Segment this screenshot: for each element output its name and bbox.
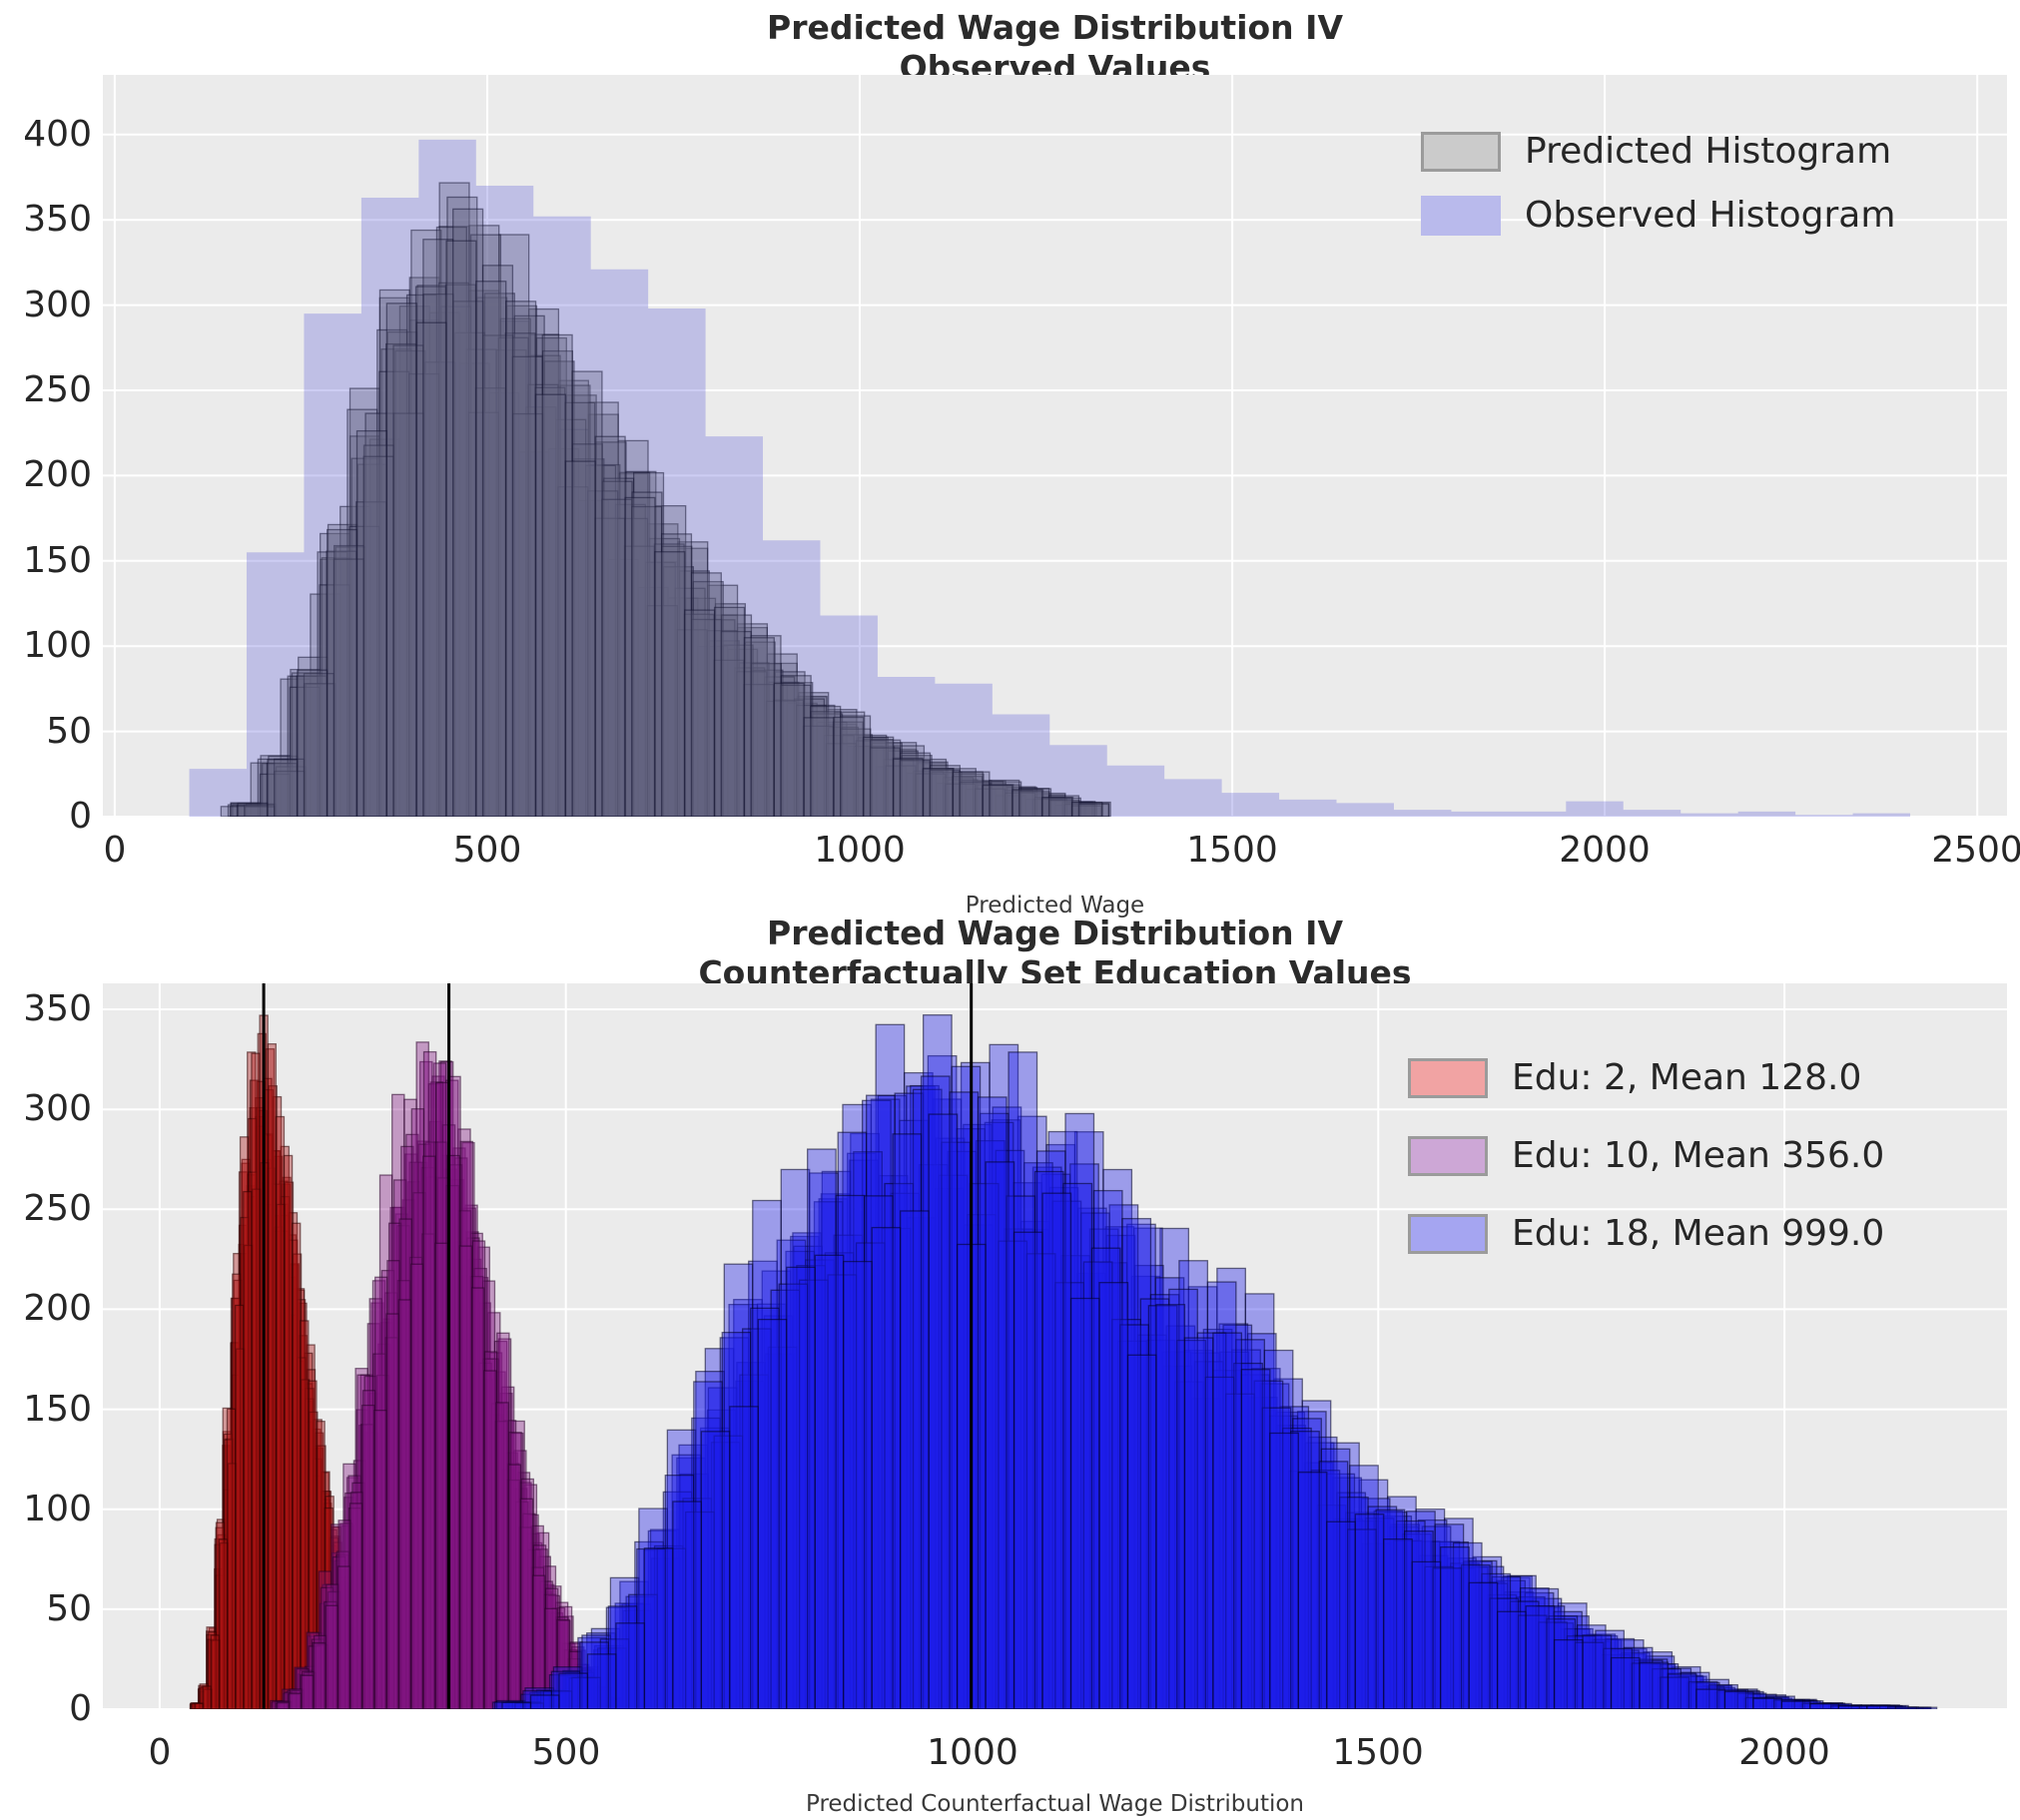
legend-entry: Edu: 18, Mean 999.0 <box>1408 1214 1884 1254</box>
y-tick-label: 100 <box>23 1489 92 1529</box>
legend-label: Observed Histogram <box>1525 195 1896 236</box>
mean-lines <box>262 983 974 1709</box>
edu-18-histogram-overlays <box>491 1014 1938 1709</box>
x-tick-label: 2000 <box>1738 1732 1830 1773</box>
plot2-legend: Edu: 2, Mean 128.0 Edu: 10, Mean 356.0 Edu… <box>1408 1058 1884 1254</box>
y-tick-label: 350 <box>23 199 92 240</box>
y-tick-label: 250 <box>23 1188 92 1229</box>
legend-label: Edu: 18, Mean 999.0 <box>1512 1213 1885 1254</box>
y-tick-label: 350 <box>23 988 92 1029</box>
y-tick-label: 400 <box>23 114 92 155</box>
x-tick-label: 2000 <box>1559 830 1651 871</box>
legend-label: Edu: 2, Mean 128.0 <box>1512 1057 1862 1098</box>
y-tick-label: 200 <box>23 454 92 495</box>
x-tick-label: 1000 <box>814 830 906 871</box>
legend-label: Edu: 10, Mean 356.0 <box>1512 1135 1885 1176</box>
predicted-histogram-overlays <box>220 182 1111 817</box>
plot1-canvas <box>103 75 2007 817</box>
y-tick-label: 100 <box>23 625 92 666</box>
plot2-axes <box>103 983 2007 1709</box>
x-tick-label: 1500 <box>1332 1732 1424 1773</box>
y-tick-label: 150 <box>23 1389 92 1430</box>
legend-swatch-icon <box>1421 132 1501 172</box>
grid-lines <box>103 75 2007 817</box>
y-tick-label: 300 <box>23 285 92 325</box>
plot2-title-line1: Predicted Wage Distribution IV <box>767 913 1343 952</box>
x-tick-label: 1000 <box>927 1732 1018 1773</box>
plot2-canvas <box>103 983 2007 1709</box>
y-tick-label: 0 <box>69 796 92 837</box>
legend-label: Predicted Histogram <box>1525 131 1892 172</box>
y-tick-label: 150 <box>23 540 92 581</box>
plot2-x-axis-label: Predicted Counterfactual Wage Distributi… <box>805 1791 1305 1817</box>
x-tick-label: 0 <box>148 1732 172 1773</box>
y-tick-label: 300 <box>23 1088 92 1129</box>
y-tick-label: 50 <box>46 1588 92 1629</box>
legend-swatch-icon <box>1408 1058 1488 1098</box>
plot1-title-line1: Predicted Wage Distribution IV <box>767 8 1343 47</box>
plot1-title: Predicted Wage Distribution IV Observed … <box>103 8 2007 88</box>
x-tick-label: 0 <box>103 830 127 871</box>
y-tick-label: 250 <box>23 369 92 410</box>
legend-swatch-icon <box>1421 196 1501 236</box>
plot2-title: Predicted Wage Distribution IV Counterfa… <box>103 913 2007 993</box>
legend-entry: Observed Histogram <box>1421 196 1895 236</box>
plot1-legend: Predicted Histogram Observed Histogram <box>1421 132 1895 236</box>
legend-swatch-icon <box>1408 1214 1488 1254</box>
edu-10-histogram-overlays <box>270 1041 623 1709</box>
plot1-axes <box>103 75 2007 817</box>
y-tick-label: 200 <box>23 1288 92 1329</box>
x-tick-label: 2500 <box>1931 830 2020 871</box>
legend-swatch-icon <box>1408 1136 1488 1176</box>
legend-entry: Predicted Histogram <box>1421 132 1895 172</box>
y-tick-label: 50 <box>46 711 92 752</box>
legend-entry: Edu: 2, Mean 128.0 <box>1408 1058 1884 1098</box>
x-tick-label: 1500 <box>1186 830 1278 871</box>
legend-entry: Edu: 10, Mean 356.0 <box>1408 1136 1884 1176</box>
x-tick-label: 500 <box>452 830 522 871</box>
plot1-x-axis-label: Predicted Wage <box>965 893 1145 918</box>
x-tick-label: 500 <box>531 1732 601 1773</box>
y-tick-label: 0 <box>69 1688 92 1729</box>
